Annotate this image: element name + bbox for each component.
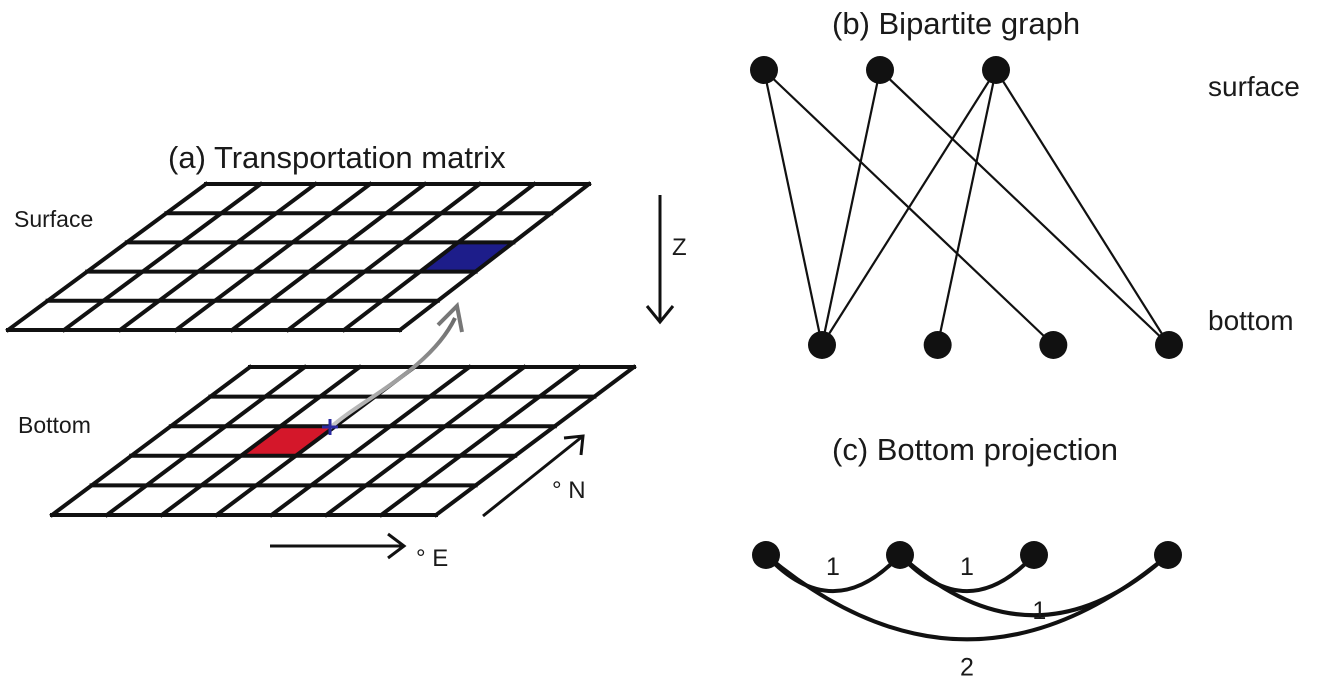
- bipartite-edges: [762, 69, 1170, 346]
- surface-node: [866, 56, 894, 84]
- grid-col-line: [268, 364, 473, 518]
- surface-node: [982, 56, 1010, 84]
- grid-col-line: [229, 181, 428, 333]
- bottom-cell-marker: [322, 419, 338, 435]
- grid-col-line: [5, 181, 209, 333]
- bipartite-edge: [762, 69, 824, 346]
- panel-b-title: (b) Bipartite graph: [832, 6, 1080, 41]
- north-arrow: [482, 434, 585, 518]
- bipartite-edge: [821, 69, 997, 346]
- surface-grid: [5, 181, 592, 333]
- projection-arcs: [764, 553, 1170, 642]
- panel-c-title: (c) Bottom projection: [832, 432, 1118, 467]
- bottom-grid: [49, 364, 637, 518]
- east-arrow: [270, 532, 407, 560]
- projection-node: [752, 541, 780, 569]
- bipartite-edge: [936, 69, 998, 346]
- projection-node: [1154, 541, 1182, 569]
- grid-col-line: [104, 364, 308, 518]
- grid-col-line: [173, 181, 373, 333]
- surface-node: [750, 56, 778, 84]
- bottom-node: [923, 331, 952, 359]
- bipartite-edge: [995, 69, 1170, 346]
- transport-arrow: [328, 301, 464, 430]
- projection-weights: 1 1 1 2: [826, 553, 1046, 681]
- projection-weight-label: 1: [1032, 597, 1046, 625]
- grid-col-line: [158, 364, 363, 518]
- projection-weight-label: 2: [960, 653, 974, 681]
- grid-col-line: [433, 364, 637, 518]
- grid-col-line: [117, 181, 319, 333]
- projection-arc: [764, 553, 1170, 642]
- grid-col-line: [341, 181, 538, 333]
- grid-col-line: [285, 181, 483, 333]
- bottom-grid-lines: [49, 364, 637, 518]
- surface-grid-lines: [5, 181, 592, 333]
- projection-node: [1020, 541, 1048, 569]
- surface-grid-label: Surface: [14, 206, 93, 232]
- projection-nodes: [752, 541, 1182, 569]
- bottom-node: [1039, 331, 1068, 359]
- panel-c: (c) Bottom projection 1 1 1 2: [752, 432, 1182, 681]
- east-label: ° E: [416, 545, 448, 572]
- north-label: ° N: [552, 477, 586, 504]
- z-axis-label: Z: [672, 234, 687, 261]
- surface-highlight-cell: [420, 242, 514, 272]
- panel-b: (b) Bipartite graph surface bottom: [750, 6, 1300, 359]
- bottom-node: [1155, 331, 1183, 359]
- bipartite-edge: [820, 69, 882, 346]
- bottom-grid-label: Bottom: [18, 412, 91, 438]
- projection-weight-label: 1: [826, 553, 840, 581]
- projection-weight-label: 1: [960, 553, 974, 581]
- bipartite-nodes: [750, 56, 1183, 359]
- bottom-row-label: bottom: [1208, 305, 1294, 336]
- projection-node: [886, 541, 914, 569]
- panel-a: (a) Transportation matrix Surface Bottom…: [5, 140, 687, 572]
- bipartite-edge: [879, 69, 1170, 346]
- grid-col-line: [378, 364, 582, 518]
- grid-col-line: [49, 364, 253, 518]
- grid-col-line: [323, 364, 528, 518]
- bottom-highlight-cell: [240, 426, 336, 456]
- panel-a-title: (a) Transportation matrix: [168, 140, 506, 175]
- z-axis-arrow: [645, 195, 675, 325]
- bottom-node: [808, 331, 836, 359]
- grid-col-line: [61, 181, 264, 333]
- surface-row-label: surface: [1208, 71, 1300, 102]
- grid-col-line: [397, 181, 592, 333]
